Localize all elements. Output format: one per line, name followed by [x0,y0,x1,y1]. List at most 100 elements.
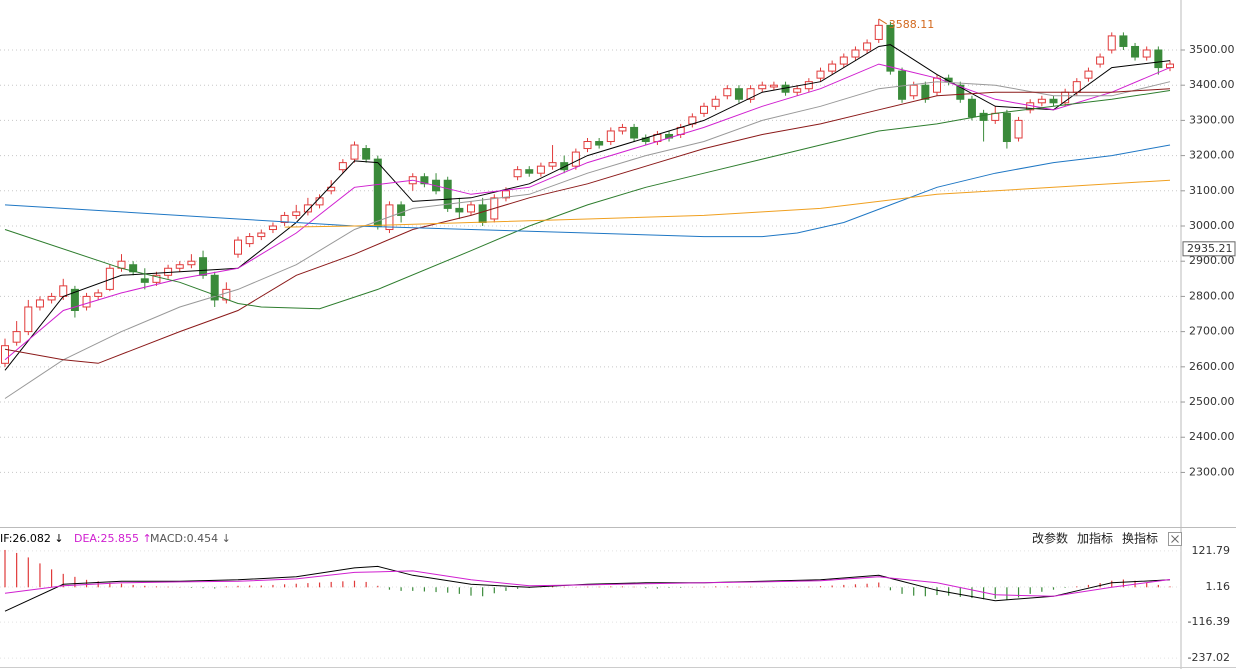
candle-body [94,292,103,297]
candle-body [758,84,767,90]
candle-body [571,151,580,167]
candle-body [70,288,79,311]
indicator-label: IF:26.082 ↓ [0,532,64,545]
candle-body [1154,49,1163,69]
y-tick-label: 2700.00 [1189,325,1235,338]
y-tick-label: 2500.00 [1189,395,1235,408]
candle-body [467,204,475,213]
y-tick-label: 3200.00 [1189,149,1235,162]
candle-body [769,84,778,88]
y-tick-label: 2900.00 [1189,254,1235,267]
candle-body [583,141,592,150]
candle-body [47,295,56,301]
y-tick-label: 2400.00 [1189,430,1235,443]
candle-body [210,274,219,301]
y-tick-label: 3400.00 [1189,78,1235,91]
y-tick-label: 3000.00 [1189,219,1235,232]
candle-body [595,141,604,146]
candle-body [909,84,918,97]
candle-body [1037,98,1046,104]
price-tag-label: 2935.21 [1187,242,1233,255]
candle-body [12,331,21,343]
y-tick-label: 2800.00 [1189,289,1235,302]
candle-body [839,56,848,65]
candle-body [105,267,114,290]
candle-body [536,165,545,174]
peak-pointer [878,18,888,25]
candle-body [1142,49,1151,58]
y-tick-label: 2300.00 [1189,465,1235,478]
candle-body [350,144,359,160]
candle-body [280,214,289,223]
candle-body [886,24,895,72]
peak-annotation: 3588.11 [889,18,935,31]
candle-body [816,70,825,79]
ma-line [4,144,1171,238]
candle-body [455,207,464,213]
close-button[interactable] [1168,532,1182,546]
candle-body [804,81,813,90]
y-tick-label: 2600.00 [1189,360,1235,373]
candle-body [24,306,33,333]
candle-body [175,264,184,269]
candle-body [921,84,930,100]
close-icon[interactable] [1171,535,1179,543]
candle-body [362,148,371,160]
candle-body [1014,119,1023,139]
y-tick-label: 3500.00 [1189,43,1235,56]
candle-body [373,158,382,227]
candle-body [1084,70,1093,79]
candle-body [723,88,732,97]
candle-body [501,190,510,199]
candle-body [478,204,487,223]
y-tick-label: 1.16 [1206,580,1231,593]
y-tick-label: -237.02 [1188,651,1230,664]
candle-body [979,112,988,121]
candle-body [618,126,627,132]
candle-body [734,88,743,100]
indicator-label: MACD:0.454 ↓ [150,532,231,545]
ma-line [284,179,1171,228]
candle-body [746,88,755,100]
candle-body [420,176,429,185]
candle-body [1096,56,1105,65]
candle-body [793,88,802,93]
candle-body [1166,63,1174,69]
y-tick-label: 3300.00 [1189,113,1235,126]
candle-body [700,105,708,114]
toolbar-button[interactable]: 改参数 [1032,531,1068,546]
candle-body [257,232,266,238]
macd-line [4,570,1171,597]
candle-body [292,211,301,216]
candle-body [863,42,872,51]
candle-body [338,162,347,171]
candle-body [164,267,173,276]
candle-body [606,130,615,143]
candle-body [397,204,406,216]
candle-body [303,204,312,213]
indicator-label: DEA:25.855 ↑ [74,532,152,545]
candle-body [59,285,68,297]
candle-body [315,197,324,206]
y-tick-label: -116.39 [1188,615,1230,628]
candle-body [874,24,883,40]
candle-body [851,49,860,58]
candle-body [560,162,569,171]
candle-body [711,98,720,107]
candle-body [245,236,254,245]
candle-body [525,169,534,174]
candle-body [82,295,91,308]
toolbar-button[interactable]: 加指标 [1077,531,1113,546]
candle-body [1107,35,1116,51]
ma-line [4,90,1171,310]
candle-body [268,225,277,231]
candle-body [222,288,231,301]
candle-body [1,345,9,364]
candle-body [1131,45,1140,58]
candle-body [513,169,522,178]
candle-body [991,112,1000,121]
candle-body [1119,35,1128,47]
toolbar-button[interactable]: 换指标 [1122,531,1158,546]
ma-line [4,63,1171,361]
